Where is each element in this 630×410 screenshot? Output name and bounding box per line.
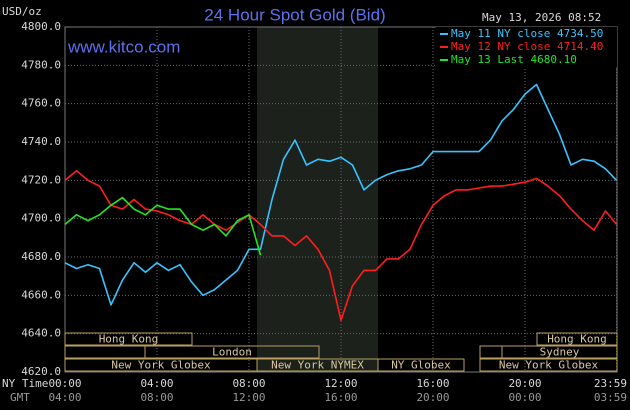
session-label: New York Globex: [111, 359, 211, 372]
session-label: Hong Kong: [547, 333, 607, 346]
series-line: [64, 170, 618, 322]
y-axis-label: USD/oz: [2, 5, 42, 18]
x2-tick-label: 03:59: [594, 391, 627, 404]
x-axis-label: NY Time: [2, 377, 48, 390]
y-tick-label: 4640.0: [21, 327, 61, 340]
x2-tick-label: 08:00: [140, 391, 173, 404]
session-box: [64, 332, 193, 346]
x2-tick-label: 12:00: [232, 391, 265, 404]
session-label: New York NYMEX: [271, 359, 364, 372]
x-tick-label: 12:00: [324, 377, 357, 390]
website: www.kitco.com: [67, 37, 180, 56]
x-tick-label: 00:00: [48, 377, 81, 390]
plot-frame: [64, 26, 618, 373]
timestamp: May 13, 2026 08:52: [482, 11, 601, 24]
session-box: [501, 345, 618, 359]
y-tick-label: 4660.0: [21, 288, 61, 301]
session-label: NY Globex: [391, 359, 451, 372]
chart-title: 24 Hour Spot Gold (Bid): [204, 5, 385, 24]
y-tick-label: 4620.0: [21, 365, 61, 378]
y-tick-label: 4700.0: [21, 212, 61, 225]
y-tick-label: 4780.0: [21, 58, 61, 71]
legend-entry: May 11 NY close 4734.50: [451, 27, 603, 40]
session-label: London: [212, 346, 252, 359]
y-tick-label: 4740.0: [21, 135, 61, 148]
session-box: [144, 345, 320, 359]
legend-box: [436, 27, 617, 67]
session-label: New York Globex: [499, 359, 599, 372]
legend-entry: May 12 NY close 4714.40: [451, 40, 603, 53]
y-tick-label: 4800.0: [21, 20, 61, 33]
y-tick-label: 4680.0: [21, 250, 61, 263]
x2-axis-label: GMT: [10, 391, 30, 404]
x-tick-label: 16:00: [416, 377, 449, 390]
session-box: [377, 358, 465, 372]
x2-tick-label: 16:00: [324, 391, 357, 404]
session-box: [479, 358, 618, 372]
session-box: [536, 332, 618, 346]
shaded-session: [257, 27, 378, 372]
series-line: [64, 196, 262, 256]
session-label: Sydney: [540, 346, 580, 359]
x-tick-label: 04:00: [140, 377, 173, 390]
x2-tick-label: 20:00: [416, 391, 449, 404]
y-tick-label: 4760.0: [21, 97, 61, 110]
x-tick-label: 20:00: [508, 377, 541, 390]
series-line: [64, 83, 618, 306]
x-tick-label: 23:59: [594, 377, 627, 390]
legend-entry: May 13 Last 4680.10: [451, 53, 577, 66]
x2-tick-label: 04:00: [48, 391, 81, 404]
y-tick-label: 4720.0: [21, 173, 61, 186]
x-tick-label: 08:00: [232, 377, 265, 390]
session-label: Hong Kong: [99, 333, 159, 346]
x2-tick-label: 00:00: [508, 391, 541, 404]
